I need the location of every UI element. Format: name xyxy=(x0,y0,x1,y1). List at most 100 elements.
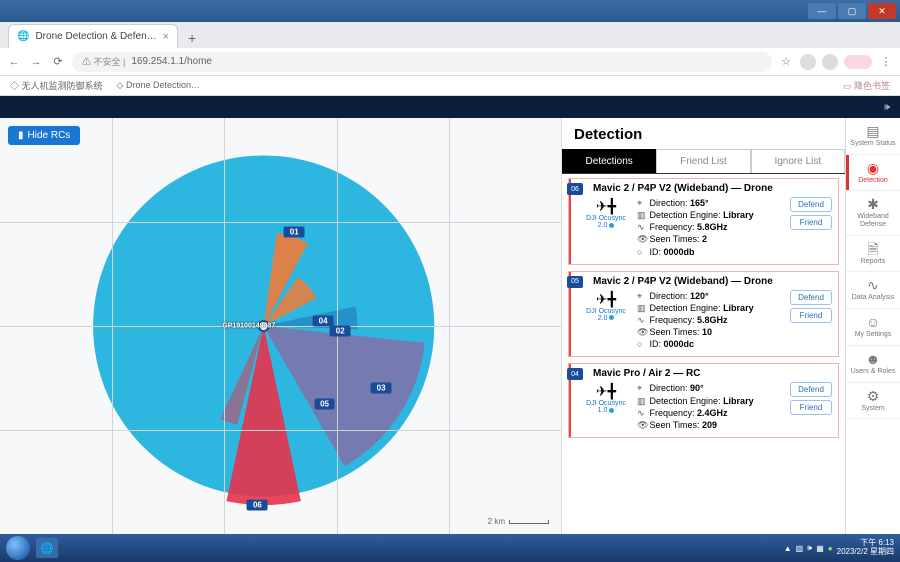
start-button[interactable] xyxy=(6,536,30,560)
share-icon[interactable]: ☆ xyxy=(778,55,794,68)
rail-item[interactable]: ∿ Data Analysis xyxy=(846,272,900,309)
bookmarks-bar: ◇ 无人机监测防御系统 ◇ Drone Detection… ▭ 降色书签 xyxy=(0,76,900,96)
rail-item[interactable]: 🗎Reports xyxy=(846,236,900,273)
tab-title: Drone Detection & Defen… xyxy=(35,31,156,42)
radar-marker[interactable]: 02 xyxy=(330,326,351,337)
taskbar-app-chrome[interactable]: 🌐 xyxy=(36,538,58,558)
rail-item[interactable]: ✱ Wideband Defense xyxy=(846,191,900,235)
detection-tabs: DetectionsFriend ListIgnore List xyxy=(562,149,845,174)
hide-rcs-label: Hide RCs xyxy=(28,130,71,141)
rail-label: Reports xyxy=(861,258,886,266)
os-taskbar: 🌐 ▲ ▧ 🕪 ▦ ● 下午 6:13 2023/2/2 星期四 xyxy=(0,534,900,562)
protocol-label: DJI Ocusync 2.0 xyxy=(581,215,631,229)
detection-details: ⌖ Direction: 165°▥ Detection Engine: Lib… xyxy=(637,197,780,258)
defend-button[interactable]: Defend xyxy=(790,382,832,397)
tray-icon[interactable]: ▲ xyxy=(784,544,792,553)
rail-icon: ✱ xyxy=(867,197,879,211)
new-tab-button[interactable]: + xyxy=(182,28,202,48)
nav-forward-icon[interactable]: → xyxy=(28,56,44,68)
detection-heading: Detection xyxy=(562,118,845,149)
panel-toggle-icon: ▮ xyxy=(18,130,24,141)
app-main: ▮ Hide RCs GP19100149487 2 km 0104020305… xyxy=(0,118,900,534)
browser-tab[interactable]: 🌐 Drone Detection & Defen… × xyxy=(8,24,178,48)
detection-badge: 05 xyxy=(567,276,583,288)
right-nav-rail: ▤System Status ◉ Detection ✱ Wideband Defens… xyxy=(845,118,900,534)
detection-badge: 06 xyxy=(567,183,583,195)
rail-icon: ▤ xyxy=(866,124,879,138)
friend-button[interactable]: Friend xyxy=(790,215,832,230)
radar-marker[interactable]: 06 xyxy=(247,499,268,510)
radar-center-label: GP19100149487 xyxy=(222,323,275,330)
extension-pill-icon[interactable] xyxy=(844,55,872,69)
detection-name: Mavic 2 / P4P V2 (Wideband) — Drone xyxy=(593,276,832,287)
volume-icon[interactable]: 🕪 xyxy=(884,102,890,113)
url-text: 169.254.1.1/home xyxy=(131,56,212,67)
browser-tabstrip: 🌐 Drone Detection & Defen… × + xyxy=(0,22,900,48)
detection-card[interactable]: 04Mavic Pro / Air 2 — RC✈╋DJI Ocusync 1.… xyxy=(568,363,839,438)
window-maximize-button[interactable]: ▢ xyxy=(838,3,866,19)
friend-button[interactable]: Friend xyxy=(790,308,832,323)
rail-item[interactable]: ◉ Detection xyxy=(846,155,900,192)
detection-panel: Detection DetectionsFriend ListIgnore Li… xyxy=(561,118,845,534)
window-minimize-button[interactable]: — xyxy=(808,3,836,19)
rail-label: Detection xyxy=(858,177,888,185)
bookmark-item[interactable]: ◇ 无人机监测防御系统 xyxy=(10,79,103,92)
tray-network-icon[interactable]: ▦ xyxy=(816,544,824,553)
rail-icon: ☻ xyxy=(866,352,881,366)
detection-card[interactable]: 05 Mavic 2 / P4P V2 (Wideband) — Drone ✈╋ D… xyxy=(568,271,839,358)
detection-card[interactable]: 06Mavic 2 / P4P V2 (Wideband) — Drone✈╋D… xyxy=(568,178,839,265)
rail-item[interactable]: ☺ My Settings xyxy=(846,309,900,346)
nav-back-icon[interactable]: ← xyxy=(6,56,22,68)
nav-reload-icon[interactable]: ⟳ xyxy=(50,55,66,68)
address-bar[interactable]: ⚠ 不安全 | 169.254.1.1/home xyxy=(72,52,772,72)
rail-icon: ☺ xyxy=(866,315,880,329)
radar-map[interactable]: ▮ Hide RCs GP19100149487 2 km 01 0402 03 05… xyxy=(0,118,561,534)
extension-icon[interactable] xyxy=(800,54,816,70)
rail-label: Data Analysis xyxy=(852,294,894,302)
os-window-titlebar: — ▢ ✕ xyxy=(0,0,900,22)
app-topbar: 🕪 xyxy=(0,96,900,118)
friend-button[interactable]: Friend xyxy=(790,400,832,415)
browser-menu-icon[interactable]: ⋮ xyxy=(878,55,894,68)
radar-marker[interactable]: 04 xyxy=(313,315,334,326)
drone-icon: ✈╋ xyxy=(596,292,616,306)
drone-icon: ✈╋ xyxy=(596,199,616,213)
rail-item[interactable]: ▤System Status xyxy=(846,118,900,155)
radar-marker[interactable]: 01 xyxy=(284,226,305,237)
rail-item[interactable]: ☻Users & Roles xyxy=(846,346,900,383)
radar-marker[interactable]: 05 xyxy=(314,398,335,409)
detection-list: 06 Mavic 2 / P4P V2 (Wideband) — Drone ✈╋ D… xyxy=(562,174,845,534)
bookmark-item[interactable]: ◇ Drone Detection… xyxy=(117,80,200,91)
tray-icon[interactable]: ▧ xyxy=(796,544,804,553)
hide-rcs-button[interactable]: ▮ Hide RCs xyxy=(8,126,80,145)
detection-tab[interactable]: Detections xyxy=(562,149,656,173)
bookmark-folder[interactable]: ▭ 降色书签 xyxy=(843,79,890,92)
rail-label: My Settings xyxy=(855,331,892,339)
tray-status-icon[interactable]: ● xyxy=(828,544,833,553)
rail-icon: ∿ xyxy=(867,278,879,292)
radar-marker[interactable]: 03 xyxy=(371,383,392,394)
map-scale: 2 km xyxy=(488,517,549,526)
scale-label: 2 km xyxy=(488,517,505,526)
detection-tab[interactable]: Ignore List xyxy=(751,149,845,173)
tray-icon[interactable]: 🕪 xyxy=(807,543,812,553)
window-close-button[interactable]: ✕ xyxy=(868,3,896,19)
scale-bar-icon xyxy=(509,520,549,524)
rail-icon: ◉ xyxy=(867,161,879,175)
detection-badge: 04 xyxy=(567,368,583,380)
detection-tab[interactable]: Friend List xyxy=(656,149,750,173)
defend-button[interactable]: Defend xyxy=(790,197,832,212)
profile-avatar-icon[interactable] xyxy=(822,54,838,70)
detection-details: ⌖ Direction: 120°▥ Detection Engine: Lib… xyxy=(637,290,780,351)
drone-icon: ✈╋ xyxy=(596,384,616,398)
taskbar-clock[interactable]: 下午 6:13 2023/2/2 星期四 xyxy=(837,539,894,557)
protocol-label: DJI Ocusync 2.0 xyxy=(581,308,631,322)
protocol-label: DJI Ocusync 1.0 xyxy=(581,400,631,414)
rail-item[interactable]: ⚙System xyxy=(846,383,900,420)
rail-label: Wideband Defense xyxy=(848,213,898,228)
browser-toolbar: ← → ⟳ ⚠ 不安全 | 169.254.1.1/home ☆ ⋮ xyxy=(0,48,900,76)
tab-close-icon[interactable]: × xyxy=(163,31,169,43)
clock-date: 2023/2/2 星期四 xyxy=(837,548,894,557)
insecure-icon: ⚠ 不安全 | xyxy=(82,55,125,68)
defend-button[interactable]: Defend xyxy=(790,290,832,305)
